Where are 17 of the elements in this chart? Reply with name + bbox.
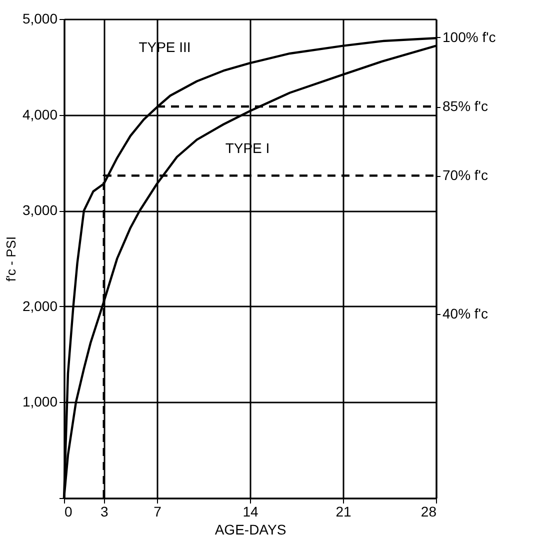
y-tick-label: 3,000 [22, 202, 58, 218]
y-tick-label: 4,000 [22, 106, 58, 122]
x-tick-label: 14 [242, 504, 258, 520]
y-tick-label: 1,000 [22, 394, 58, 410]
y-tick-label: 5,000 [22, 10, 58, 26]
y2-tick-label: 85% f'c [442, 98, 488, 114]
x-tick-label: 7 [154, 504, 162, 520]
x-tick-label: 28 [420, 504, 437, 520]
y2-tick-label: 40% f'c [442, 305, 488, 322]
y2-tick-label: 70% f'c [442, 167, 488, 184]
x-tick-label: 3 [100, 504, 108, 520]
x-axis-title: AGE-DAYS [214, 522, 286, 538]
x-tick-label: 0 [64, 504, 72, 520]
y-tick-label: 2,000 [22, 298, 58, 314]
x-tick-label: 21 [336, 504, 352, 520]
y-axis-title: f'c - PSI [3, 236, 18, 282]
y2-tick-label: 100% f'c [442, 28, 496, 45]
